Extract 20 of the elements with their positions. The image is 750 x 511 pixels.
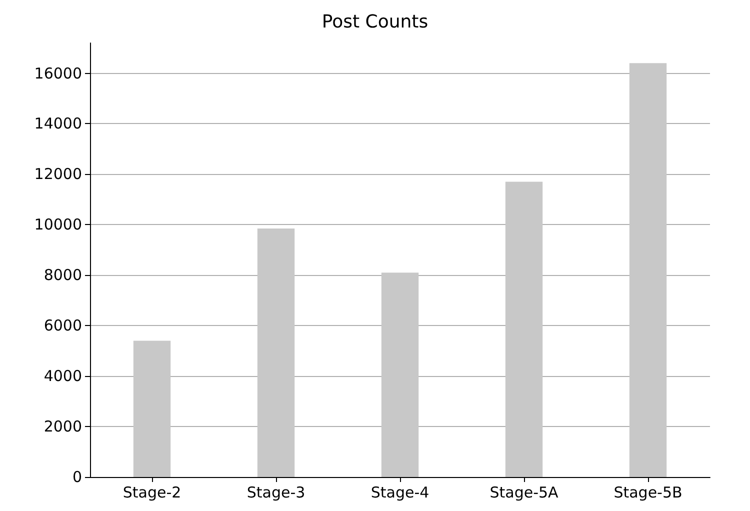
x-tick-label: Stage-5A [490, 484, 560, 502]
bar [133, 340, 171, 477]
y-tick-label: 10000 [34, 216, 82, 234]
bar [257, 228, 295, 477]
y-tick-label: 4000 [44, 367, 82, 386]
y-tick-label: 12000 [34, 165, 82, 184]
bar [505, 182, 543, 477]
y-tick-label: 6000 [44, 316, 82, 335]
bar [381, 272, 419, 477]
x-tick-label: Stage-2 [122, 484, 182, 502]
chart-title: Post Counts [322, 12, 428, 32]
x-tick-label: Stage-5B [614, 484, 682, 502]
y-tick-label: 0 [72, 468, 82, 486]
y-tick-label: 16000 [34, 64, 82, 82]
y-tick-label: 2000 [44, 418, 82, 436]
y-tick-label: 8000 [44, 266, 82, 284]
x-tick-label: Stage-4 [370, 484, 430, 502]
x-tick-label: Stage-3 [246, 484, 306, 502]
y-tick-label: 14000 [34, 114, 82, 133]
bar [629, 63, 667, 477]
